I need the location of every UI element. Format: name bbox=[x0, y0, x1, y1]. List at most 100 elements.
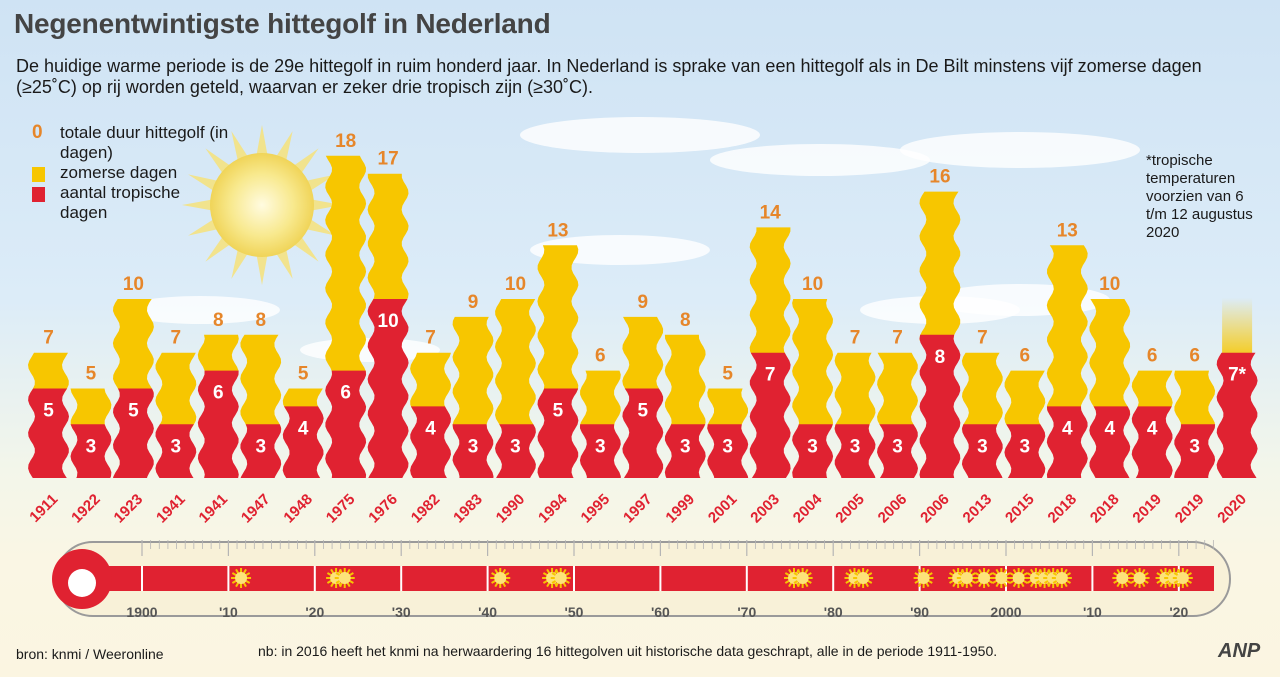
year-label-17: 2003 bbox=[747, 491, 783, 527]
bar-summer-3 bbox=[155, 352, 197, 431]
bar-tropical-10 bbox=[452, 424, 494, 478]
tropical-label-20: 3 bbox=[892, 436, 903, 457]
tropical-label-2: 5 bbox=[128, 401, 139, 422]
year-label-3: 1941 bbox=[153, 491, 189, 527]
bar-summer-22 bbox=[961, 352, 1003, 431]
bar-summer-18 bbox=[792, 299, 834, 431]
sun-ray bbox=[305, 218, 336, 236]
sun-ray bbox=[293, 148, 319, 174]
total-label-17: 14 bbox=[760, 202, 782, 223]
bar-summer-1 bbox=[70, 388, 112, 431]
year-label-24: 2018 bbox=[1045, 491, 1081, 527]
bar-tropical-0 bbox=[28, 388, 70, 478]
bar-summer-19 bbox=[834, 352, 876, 431]
tropical-label-10: 3 bbox=[468, 436, 479, 457]
subtitle: De huidige warme periode is de 29e hitte… bbox=[16, 56, 1202, 97]
tropical-label-7: 6 bbox=[340, 383, 351, 404]
tropical-label-24: 4 bbox=[1062, 418, 1073, 439]
tropical-label-5: 3 bbox=[255, 436, 266, 457]
sun-ray bbox=[182, 199, 213, 211]
year-label-23: 2015 bbox=[1002, 491, 1038, 527]
bar-summer-27 bbox=[1174, 370, 1216, 431]
tropical-label-17: 7 bbox=[765, 365, 776, 386]
bar-summer-5 bbox=[240, 334, 282, 431]
timeline-label-9: '90 bbox=[910, 604, 929, 620]
bar-tropical-8 bbox=[367, 299, 409, 478]
year-label-5: 1947 bbox=[238, 491, 274, 527]
year-label-6: 1948 bbox=[280, 491, 316, 527]
legend-tropical: aantal tropische dagen bbox=[30, 183, 260, 223]
legend-summer: zomerse dagen bbox=[30, 163, 260, 183]
tropical-label-27: 3 bbox=[1189, 436, 1200, 457]
bar-tropical-28 bbox=[1216, 352, 1258, 478]
total-label-3: 7 bbox=[171, 328, 182, 349]
sun-ray bbox=[256, 125, 268, 156]
sun-ray bbox=[205, 236, 231, 262]
total-label-19: 7 bbox=[850, 328, 861, 349]
tropical-label-21: 8 bbox=[935, 347, 946, 368]
total-label-20: 7 bbox=[892, 328, 903, 349]
year-label-13: 1995 bbox=[578, 491, 614, 527]
sun-ray bbox=[231, 248, 249, 279]
tropical-label-6: 4 bbox=[298, 418, 309, 439]
timeline-sun-icon bbox=[334, 568, 355, 588]
bar-tropical-14 bbox=[622, 388, 664, 478]
bar-tropical-21 bbox=[919, 334, 961, 478]
total-label-21: 16 bbox=[929, 167, 950, 188]
total-label-5: 8 bbox=[255, 310, 266, 331]
tropical-label-0: 5 bbox=[43, 401, 54, 422]
timeline-sun-icon bbox=[1051, 568, 1072, 588]
total-label-26: 6 bbox=[1147, 346, 1158, 367]
bar-forecast-28 bbox=[1222, 297, 1253, 358]
bar-tropical-6 bbox=[282, 406, 324, 478]
total-label-1: 5 bbox=[86, 364, 97, 385]
timeline-sun-icon bbox=[913, 568, 934, 588]
timeline-label-1: '10 bbox=[219, 604, 238, 620]
timeline-sun-icon bbox=[853, 568, 874, 588]
sun-ray bbox=[188, 218, 219, 236]
year-label-0: 1911 bbox=[26, 491, 61, 526]
timeline-label-7: '70 bbox=[737, 604, 756, 620]
bar-tropical-26 bbox=[1131, 406, 1173, 478]
timeline-sun-icon bbox=[974, 568, 995, 588]
timeline-sun-icon bbox=[991, 568, 1012, 588]
bar-summer-23 bbox=[1004, 370, 1046, 431]
year-label-20: 2006 bbox=[875, 491, 911, 527]
total-label-12: 13 bbox=[547, 220, 568, 241]
legend-tropical-label: aantal tropische dagen bbox=[60, 183, 181, 222]
bar-summer-10 bbox=[452, 316, 494, 431]
thermometer-bulb-highlight bbox=[68, 569, 96, 597]
bar-summer-11 bbox=[495, 299, 536, 431]
timeline-sun-icon bbox=[1172, 568, 1193, 588]
cloud-shape bbox=[710, 144, 930, 176]
legend-total: 0 totale duur hittegolf (in dagen) bbox=[30, 123, 260, 163]
thermometer-timeline: 1900 '10 '20 '30 '40 '50 '60 '70 '80 '90 2000 '10 '2… bbox=[52, 540, 1231, 620]
bar-summer-26 bbox=[1131, 370, 1173, 413]
bar-summer-20 bbox=[877, 352, 918, 431]
total-label-18: 10 bbox=[802, 274, 823, 295]
tropical-label-15: 3 bbox=[680, 436, 691, 457]
sun-ray bbox=[205, 148, 231, 174]
year-label-4: 1941 bbox=[196, 491, 232, 527]
year-label-26: 2019 bbox=[1129, 491, 1165, 527]
legend-tropical-swatch bbox=[32, 187, 45, 202]
year-label-7: 1975 bbox=[323, 491, 359, 527]
timeline-sun-icon bbox=[490, 568, 511, 588]
total-label-7: 18 bbox=[335, 131, 356, 152]
bar-tropical-7 bbox=[325, 370, 367, 478]
total-label-16: 5 bbox=[722, 364, 733, 385]
anp-logo: ANP bbox=[1218, 640, 1261, 662]
year-label-19: 2005 bbox=[832, 491, 868, 527]
bar-tropical-9 bbox=[410, 406, 451, 478]
timeline-sun-icon bbox=[792, 568, 813, 588]
timeline-sun-icon bbox=[956, 568, 977, 588]
total-label-15: 8 bbox=[680, 310, 691, 331]
timeline-label-6: '60 bbox=[651, 604, 670, 620]
year-label-10: 1983 bbox=[450, 491, 486, 527]
bar-summer-16 bbox=[707, 388, 748, 431]
timeline-label-4: '40 bbox=[478, 604, 497, 620]
bar-summer-14 bbox=[622, 316, 664, 395]
year-label-2: 1923 bbox=[111, 491, 147, 527]
bar-tropical-4 bbox=[197, 370, 239, 478]
